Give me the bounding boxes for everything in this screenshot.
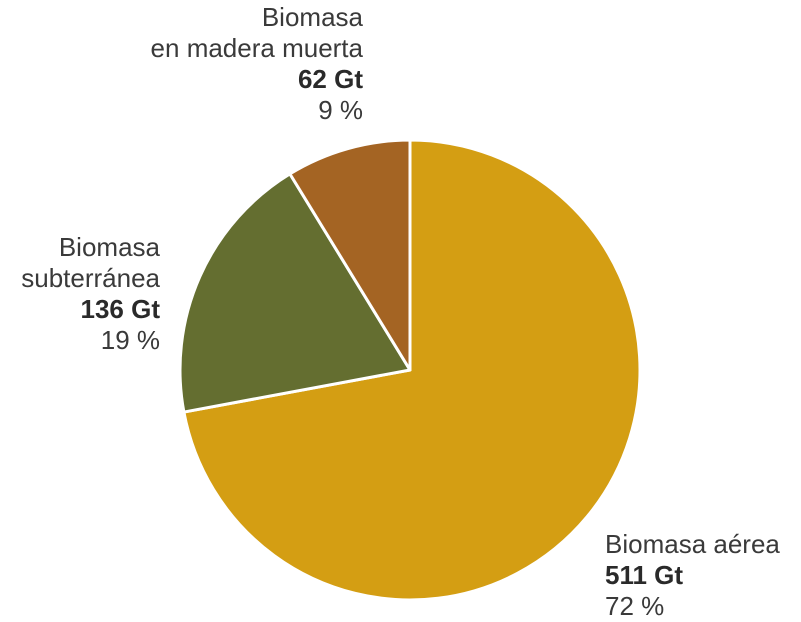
slice-name: Biomasa aérea bbox=[605, 529, 780, 559]
slice-value: 136 Gt bbox=[80, 294, 161, 324]
slice-name-line: en madera muerta bbox=[150, 33, 363, 63]
slice-value: 62 Gt bbox=[297, 64, 363, 94]
slice-label-dead-wood: Biomasa en madera muerta 62 Gt 9 % bbox=[151, 2, 363, 126]
slice-percent: 9 % bbox=[318, 95, 363, 125]
pie-slice-dead-wood bbox=[288, 138, 412, 372]
slice-percent: 72 % bbox=[605, 591, 665, 621]
slice-label-belowground: Biomasa subterránea 136 Gt 19 % bbox=[21, 232, 160, 356]
slice-label-aboveground: Biomasa aérea 511 Gt 72 % bbox=[605, 529, 780, 622]
slice-name-line: subterránea bbox=[21, 263, 160, 293]
pie-slice-aboveground bbox=[182, 138, 642, 602]
slice-name-line: Biomasa bbox=[261, 2, 363, 32]
pie-slice-belowground bbox=[178, 172, 412, 414]
slice-value: 511 Gt bbox=[605, 560, 684, 590]
slice-name-line: Biomasa bbox=[58, 232, 160, 262]
slice-percent: 19 % bbox=[100, 325, 160, 355]
